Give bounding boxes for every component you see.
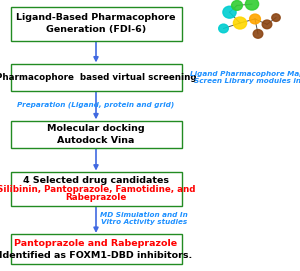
Text: 4 Selected drug candidates: 4 Selected drug candidates bbox=[23, 176, 169, 185]
Text: Generation (FDI-6): Generation (FDI-6) bbox=[46, 25, 146, 34]
Circle shape bbox=[262, 20, 272, 29]
Text: Preparation (Ligand, protein and grid): Preparation (Ligand, protein and grid) bbox=[17, 101, 175, 108]
Circle shape bbox=[250, 14, 260, 24]
FancyBboxPatch shape bbox=[11, 234, 181, 264]
Circle shape bbox=[232, 1, 242, 10]
Text: Silibinin, Pantoprazole, Famotidine, and: Silibinin, Pantoprazole, Famotidine, and bbox=[0, 185, 195, 193]
Text: Pantoprazole and Rabeprazole: Pantoprazole and Rabeprazole bbox=[14, 239, 178, 248]
Circle shape bbox=[245, 0, 259, 10]
Text: Rabeprazole: Rabeprazole bbox=[65, 193, 127, 202]
Text: Autodock Vina: Autodock Vina bbox=[57, 136, 135, 145]
Text: Molecular docking: Molecular docking bbox=[47, 124, 145, 133]
Circle shape bbox=[233, 17, 247, 29]
Text: Ligand-Based Pharmacophore: Ligand-Based Pharmacophore bbox=[16, 13, 176, 22]
Circle shape bbox=[219, 24, 228, 33]
FancyBboxPatch shape bbox=[11, 7, 181, 41]
Text: Ligand Pharmacophore Mapping and
Screen Library modules in DS2021.: Ligand Pharmacophore Mapping and Screen … bbox=[190, 71, 300, 84]
Circle shape bbox=[272, 14, 280, 21]
Circle shape bbox=[223, 6, 236, 18]
Text: Identified as FOXM1-DBD inhibitors.: Identified as FOXM1-DBD inhibitors. bbox=[0, 251, 193, 260]
FancyBboxPatch shape bbox=[11, 121, 181, 148]
FancyBboxPatch shape bbox=[11, 64, 181, 91]
FancyBboxPatch shape bbox=[11, 172, 181, 206]
Text: Pharmacophore  based virtual screening: Pharmacophore based virtual screening bbox=[0, 73, 196, 82]
Text: MD Simulation and In
Vitro Activity studies: MD Simulation and In Vitro Activity stud… bbox=[100, 212, 188, 225]
Circle shape bbox=[253, 30, 263, 38]
